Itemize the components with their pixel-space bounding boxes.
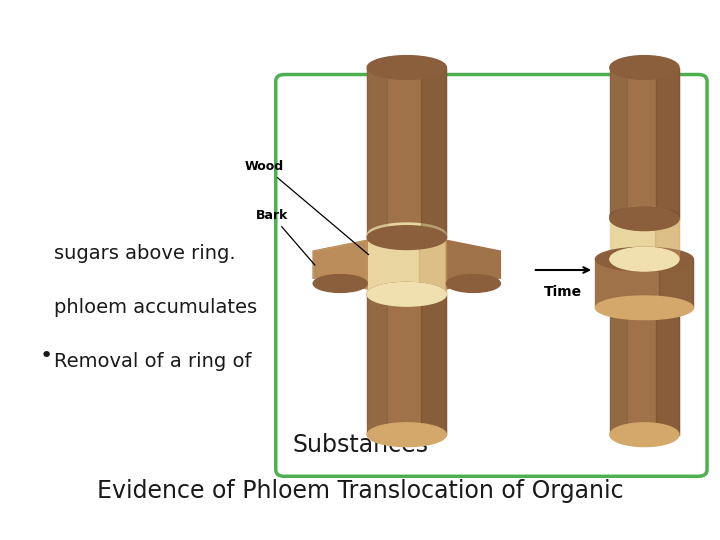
Text: phloem accumulates: phloem accumulates [54,298,257,318]
Polygon shape [657,308,679,435]
Ellipse shape [367,56,446,79]
Ellipse shape [446,274,500,293]
Polygon shape [418,235,446,294]
Text: Wood: Wood [245,160,369,255]
Polygon shape [610,68,679,219]
Polygon shape [659,259,693,308]
Text: Removal of a ring of: Removal of a ring of [54,352,251,372]
Ellipse shape [610,207,679,231]
Polygon shape [657,68,679,219]
Ellipse shape [610,56,679,79]
FancyBboxPatch shape [276,75,707,476]
Ellipse shape [595,247,693,271]
Polygon shape [610,219,679,259]
Polygon shape [610,68,627,219]
Text: •: • [40,346,53,367]
Polygon shape [420,294,446,435]
Polygon shape [610,308,679,435]
Polygon shape [595,259,693,308]
Polygon shape [367,68,446,238]
Ellipse shape [367,223,446,247]
Text: Evidence of Phloem Translocation of Organic: Evidence of Phloem Translocation of Orga… [96,480,624,503]
Polygon shape [446,240,500,289]
Ellipse shape [313,274,367,293]
Ellipse shape [367,423,446,447]
Ellipse shape [610,247,679,271]
Polygon shape [313,240,367,289]
Ellipse shape [367,282,446,306]
Ellipse shape [367,226,446,249]
Polygon shape [367,294,446,435]
Polygon shape [367,294,387,435]
Text: Substances: Substances [292,434,428,457]
Ellipse shape [595,296,693,320]
Polygon shape [654,219,679,259]
Ellipse shape [367,282,446,306]
Polygon shape [313,240,367,289]
Text: Time: Time [544,285,582,299]
Text: sugars above ring.: sugars above ring. [54,244,235,264]
Polygon shape [367,68,387,238]
Polygon shape [367,235,446,294]
Polygon shape [610,308,627,435]
Text: Bark: Bark [256,208,315,265]
Polygon shape [420,68,446,238]
Ellipse shape [610,296,679,320]
Ellipse shape [610,207,679,225]
Ellipse shape [610,207,679,231]
Ellipse shape [610,423,679,447]
